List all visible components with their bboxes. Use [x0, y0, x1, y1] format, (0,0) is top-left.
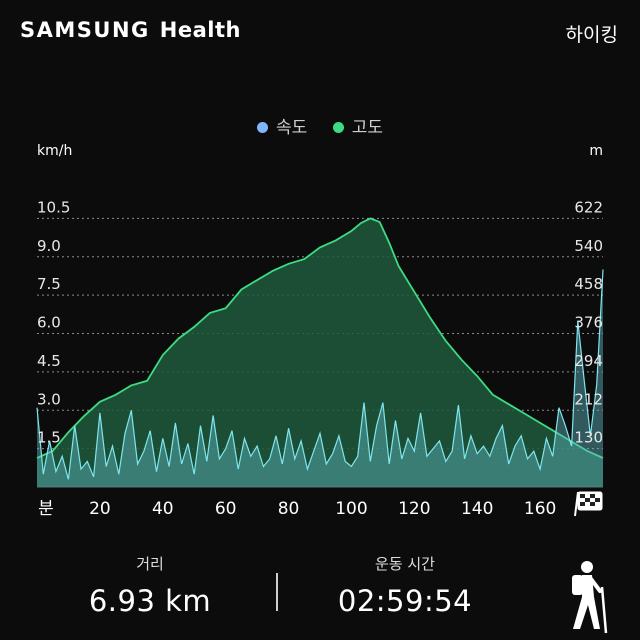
x-tick-label: 120 — [398, 499, 430, 519]
app-header: SAMSUNG Health 하이킹 — [0, 0, 640, 64]
x-unit-label: 분 — [38, 499, 54, 519]
y-right-unit: m — [589, 143, 603, 159]
samsung-health-logo: SAMSUNG Health — [20, 18, 241, 42]
time-label: 운동 시간 — [375, 555, 435, 573]
x-tick-label: 160 — [524, 499, 556, 519]
distance-label: 거리 — [136, 555, 164, 573]
brand-sub: Health — [159, 18, 241, 42]
y-left-tick-label: 1.5 — [37, 429, 61, 447]
x-tick-label: 60 — [215, 499, 237, 519]
time-value: 02:59:54 — [337, 584, 473, 618]
time-stat: 운동 시간 02:59:54 — [320, 553, 490, 618]
chart-legend: 속도 고도 — [0, 113, 640, 138]
legend-item-speed[interactable]: 속도 — [257, 118, 307, 138]
y-right-tick-label: 376 — [574, 314, 603, 332]
finish-flag-icon — [574, 491, 603, 517]
stats-divider — [276, 573, 278, 611]
altitude-dot-icon — [332, 122, 344, 133]
y-left-tick-label: 7.5 — [37, 275, 61, 293]
altitude-area — [37, 218, 603, 487]
x-tick-label: 40 — [152, 499, 174, 519]
speed-dot-icon — [257, 122, 269, 133]
y-right-tick-label: 130 — [574, 429, 603, 447]
x-tick-label: 100 — [335, 499, 367, 519]
y-right-tick-label: 294 — [574, 352, 603, 370]
legend-label-speed: 속도 — [276, 118, 308, 138]
hiking-icon — [572, 561, 608, 634]
activity-type: 하이킹 — [565, 24, 618, 46]
legend-label-altitude: 고도 — [351, 118, 383, 138]
y-right-tick-label: 458 — [574, 275, 603, 293]
y-left-tick-label: 4.5 — [37, 352, 61, 370]
y-left-tick-label: 10.5 — [37, 198, 70, 216]
y-left-tick-label: 6.0 — [37, 314, 61, 332]
y-right-tick-label: 622 — [574, 198, 603, 216]
distance-value: 6.93 km — [88, 584, 212, 618]
x-tick-label: 140 — [461, 499, 493, 519]
y-left-tick-label: 9.0 — [37, 237, 61, 255]
y-right-tick-label: 212 — [574, 390, 603, 408]
y-left-tick-label: 3.0 — [37, 390, 61, 408]
altitude-line — [36, 217, 604, 459]
y-left-unit: km/h — [37, 143, 72, 159]
x-tick-label: 20 — [89, 499, 111, 519]
speed-altitude-chart[interactable]: km/h m 10.5 622 9.0 540 7.5 458 6.0 376 4.5 294 3.0 2… — [0, 140, 640, 520]
speed-line — [36, 269, 604, 480]
brand-main: SAMSUNG — [20, 18, 150, 42]
x-tick-label: 80 — [278, 499, 300, 519]
summary-stats: 거리 6.93 km 운동 시간 02:59:54 — [0, 545, 640, 635]
distance-stat: 거리 6.93 km — [80, 553, 220, 618]
y-right-tick-label: 540 — [574, 237, 603, 255]
legend-item-altitude[interactable]: 고도 — [332, 118, 383, 138]
